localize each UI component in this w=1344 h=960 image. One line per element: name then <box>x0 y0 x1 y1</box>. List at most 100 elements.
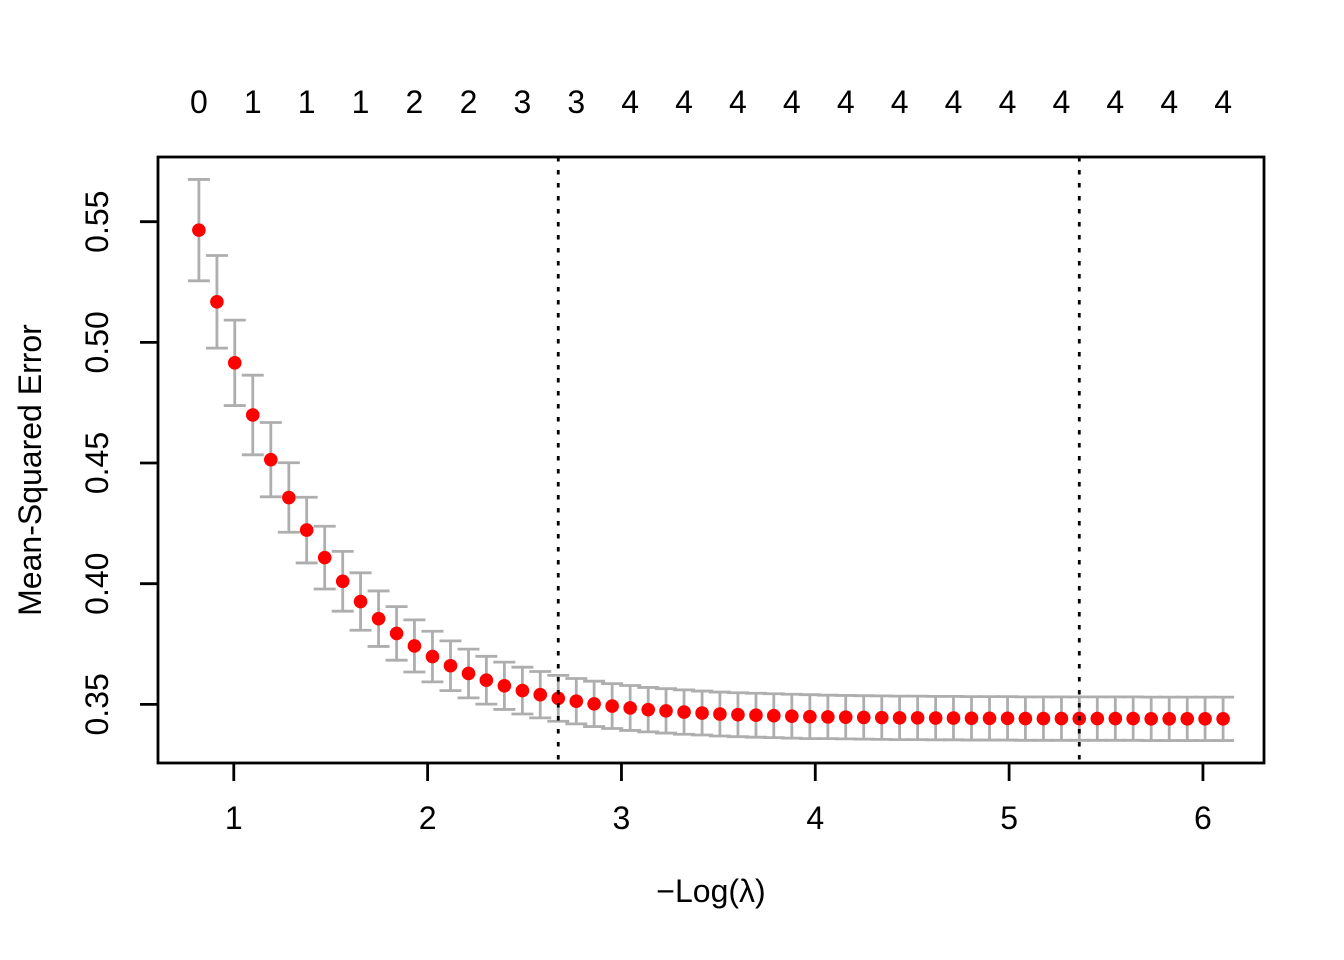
mse-point <box>856 710 871 725</box>
df-count-label: 1 <box>298 84 316 120</box>
df-count-label: 4 <box>621 84 639 120</box>
mse-point <box>910 711 925 725</box>
mse-point <box>515 683 530 698</box>
df-count-label: 4 <box>1214 84 1232 120</box>
df-count-label: 1 <box>352 84 370 120</box>
mse-point <box>1054 711 1069 726</box>
x-tick-label: 6 <box>1194 800 1212 836</box>
x-axis-title: −Log(λ) <box>656 873 765 909</box>
plot-box <box>156 155 1266 765</box>
df-count-label: 3 <box>567 84 585 120</box>
mse-point <box>1108 711 1123 726</box>
df-count-label: 4 <box>837 84 855 120</box>
error-bars-layer <box>187 178 1235 742</box>
mse-point <box>443 658 458 673</box>
x-tick-label: 2 <box>419 800 437 836</box>
df-count-label: 4 <box>1106 84 1124 120</box>
x-tick-label: 3 <box>613 800 631 836</box>
x-tick-label: 4 <box>806 800 824 836</box>
mse-point <box>192 223 206 237</box>
mse-point <box>425 649 440 664</box>
mse-point <box>371 611 386 626</box>
mse-point <box>659 704 673 718</box>
mse-point <box>605 699 619 713</box>
mse-point <box>928 711 943 725</box>
y-tick-label: 0.55 <box>79 191 115 253</box>
mse-point <box>282 490 296 505</box>
plot-border <box>156 155 1266 765</box>
y-tick-label: 0.45 <box>79 432 115 494</box>
mse-point <box>767 708 781 723</box>
mse-point <box>1126 711 1140 726</box>
mse-point <box>1180 712 1195 726</box>
mse-point <box>353 594 368 609</box>
df-count-label: 4 <box>783 84 801 120</box>
df-count-label: 3 <box>514 84 532 120</box>
mse-point <box>317 550 332 565</box>
mse-point <box>1216 712 1230 726</box>
mse-point <box>245 408 260 422</box>
df-count-label: 0 <box>190 84 208 120</box>
mse-point <box>874 710 889 725</box>
mse-point <box>803 709 817 724</box>
mse-point <box>264 452 278 467</box>
y-tick-label: 0.50 <box>79 311 115 373</box>
x-tick-label: 1 <box>225 800 243 836</box>
mse-point <box>946 711 961 725</box>
x-tick-label: 5 <box>1000 800 1018 836</box>
x-axis: 1 2 3 4 5 6 <box>225 763 1212 836</box>
y-tick-label: 0.35 <box>79 673 115 735</box>
mse-point <box>1162 712 1177 726</box>
mse-point <box>964 711 979 726</box>
mse-point <box>497 678 512 693</box>
mse-point <box>299 523 314 537</box>
mse-point <box>713 707 727 721</box>
df-count-label: 4 <box>999 84 1017 120</box>
mse-point <box>892 711 907 725</box>
mse-point <box>587 697 601 711</box>
mse-point <box>569 694 584 709</box>
mse-point <box>533 687 548 702</box>
mse-point <box>1018 711 1033 726</box>
mse-point <box>551 691 566 706</box>
mse-point <box>1198 712 1212 726</box>
mse-point <box>982 711 997 726</box>
df-count-label: 2 <box>406 84 424 120</box>
mse-point <box>821 710 835 724</box>
y-axis-title: Mean-Squared Error <box>12 324 48 616</box>
mse-point <box>335 574 350 589</box>
axis-titles: −Log(λ) Mean-Squared Error <box>12 324 766 909</box>
mse-point <box>623 701 637 715</box>
mse-point <box>838 710 853 724</box>
mse-point <box>1000 711 1015 726</box>
mse-point <box>785 709 799 723</box>
mse-point <box>1036 711 1051 726</box>
mse-point <box>479 673 494 688</box>
mse-point <box>407 639 422 653</box>
df-count-label: 4 <box>675 84 693 120</box>
mse-point <box>695 706 709 720</box>
reference-lines-layer <box>556 157 1081 763</box>
y-axis: 0.35 0.40 0.45 0.50 0.55 <box>79 191 158 735</box>
mse-point <box>210 295 224 309</box>
df-count-label: 4 <box>729 84 747 120</box>
df-count-label: 4 <box>1053 84 1071 120</box>
df-count-label: 4 <box>1160 84 1178 120</box>
mse-point <box>641 702 655 717</box>
mse-point <box>749 708 763 723</box>
mse-point <box>389 626 404 641</box>
points-layer <box>192 223 1230 726</box>
df-count-label: 1 <box>244 84 262 120</box>
df-count-label: 4 <box>945 84 963 120</box>
mse-point <box>461 666 476 681</box>
y-tick-label: 0.40 <box>79 553 115 615</box>
df-count-label: 4 <box>891 84 909 120</box>
mse-point <box>1144 712 1158 726</box>
mse-point <box>677 705 691 719</box>
mse-point <box>227 356 242 370</box>
df-count-label: 2 <box>460 84 478 120</box>
mse-point <box>731 707 745 722</box>
